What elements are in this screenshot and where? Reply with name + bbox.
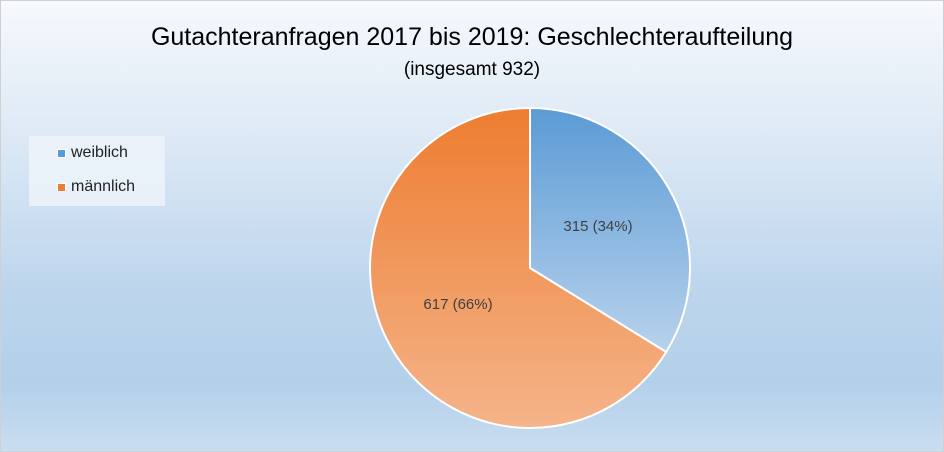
- pie-slice-maennlich: [369, 106, 668, 429]
- legend-label: weiblich: [71, 144, 128, 161]
- legend-swatch-maennlich: [57, 182, 66, 192]
- legend-label: männlich: [71, 178, 136, 195]
- legend-item-maennlich: männlich: [57, 178, 135, 196]
- chart-subtitle: (insgesamt 932): [403, 59, 541, 80]
- data-label: 617 (66%): [423, 296, 492, 313]
- legend-swatch-weiblich: [57, 148, 66, 158]
- pie-slice-weiblich: [529, 106, 691, 354]
- data-label: 315 (34%): [563, 218, 632, 235]
- legend: weiblich männlich: [29, 136, 165, 206]
- legend-item-weiblich: weiblich: [57, 144, 128, 162]
- chart-title: Gutachteranfragen 2017 bis 2019: Geschle…: [150, 23, 794, 51]
